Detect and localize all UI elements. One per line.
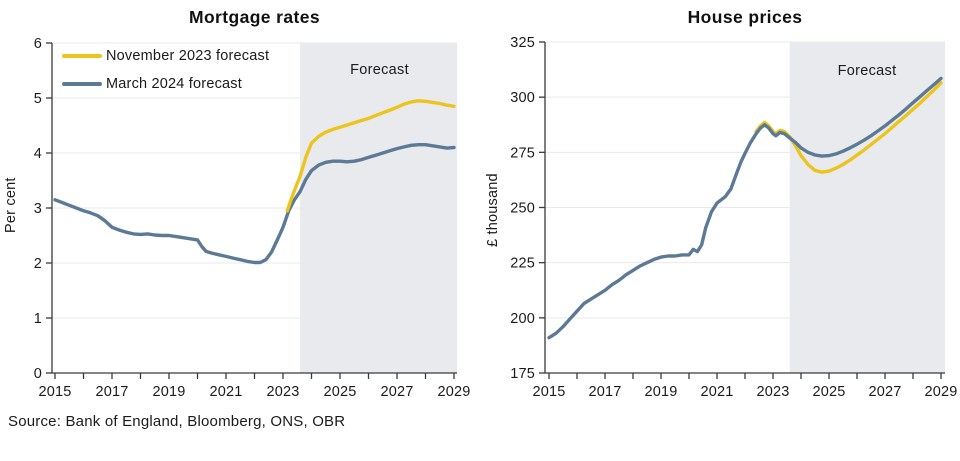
- x-tick-label: 2017: [95, 384, 128, 400]
- x-tick-label: 2025: [323, 384, 356, 400]
- x-tick-label: 2015: [38, 384, 71, 400]
- series-line-november-2023-forecast: [285, 99, 456, 213]
- x-tick-label: 2027: [380, 384, 413, 400]
- source-note: Source: Bank of England, Bloomberg, ONS,…: [8, 413, 346, 430]
- forecast-annotation-left: Forecast: [350, 62, 409, 78]
- legend-swatch-march-icon: [62, 81, 102, 86]
- legend-label-november: November 2023 forecast: [106, 47, 270, 64]
- x-tick-label: 2029: [924, 384, 957, 400]
- x-tick-label: 2027: [868, 384, 901, 400]
- y-tick-label: 225: [510, 256, 535, 272]
- forecast-annotation-right: Forecast: [837, 63, 897, 79]
- y-tick-label: 6: [34, 36, 42, 52]
- y-tick-label: 4: [34, 146, 42, 162]
- series-line-november-2023-forecast: [754, 81, 943, 174]
- y-tick-label: 0: [34, 366, 42, 382]
- x-tick-label: 2025: [812, 384, 845, 400]
- x-tick-label: 2021: [700, 384, 733, 400]
- x-tick-label: 2023: [756, 384, 789, 400]
- x-tick-label: 2019: [644, 384, 677, 400]
- y-tick-label: 3: [34, 201, 42, 217]
- chart-title-house-prices: House prices: [687, 7, 803, 27]
- y-axis-label-per-cent: Per cent: [3, 177, 19, 233]
- legend-label-march: March 2024 forecast: [106, 75, 242, 92]
- x-tick-label: 2019: [152, 384, 185, 400]
- mortgage-rates-chart: 0 1 2 3 4 5 6 2015 2017 2019 2021 2023 2025 2027 2029 …: [0, 0, 480, 435]
- y-tick-label: 300: [510, 90, 535, 106]
- house-prices-chart: 175 200 225 250 275 300 325 2015 2017 2019 2021 202…: [480, 0, 960, 435]
- mortgage-rates-plot: 0 1 2 3 4 5 6 2015 2017 2019 2021 2023 2025 2027 2029: [34, 36, 471, 400]
- y-tick-label: 175: [510, 366, 535, 382]
- legend: November 2023 forecast March 2024 foreca…: [62, 47, 269, 92]
- y-axis-label-pound-thousand: £ thousand: [485, 173, 501, 247]
- x-tick-label: 2029: [437, 384, 470, 400]
- series-line-march-2024-forecast: [53, 142, 456, 265]
- x-tick-label: 2015: [532, 384, 565, 400]
- x-tick-label: 2017: [588, 384, 621, 400]
- legend-item-november-2023: November 2023 forecast: [62, 47, 269, 64]
- x-tick-label: 2023: [266, 384, 299, 400]
- house-prices-plot: 175 200 225 250 275 300 325 2015 2017 2019 2021 202…: [510, 35, 957, 400]
- y-tick-label: 2: [34, 256, 42, 272]
- legend-item-march-2024: March 2024 forecast: [62, 75, 269, 92]
- y-tick-label: 250: [510, 201, 535, 217]
- chart-title-mortgage-rates: Mortgage rates: [188, 7, 321, 27]
- series-line-march-2024-forecast: [547, 76, 943, 340]
- y-tick-label: 5: [34, 91, 42, 107]
- y-tick-label: 200: [510, 311, 535, 327]
- y-tick-label: 1: [34, 311, 42, 327]
- y-tick-label: 325: [510, 35, 535, 51]
- y-tick-label: 275: [510, 145, 535, 161]
- legend-swatch-november-icon: [62, 53, 102, 58]
- x-tick-label: 2021: [209, 384, 242, 400]
